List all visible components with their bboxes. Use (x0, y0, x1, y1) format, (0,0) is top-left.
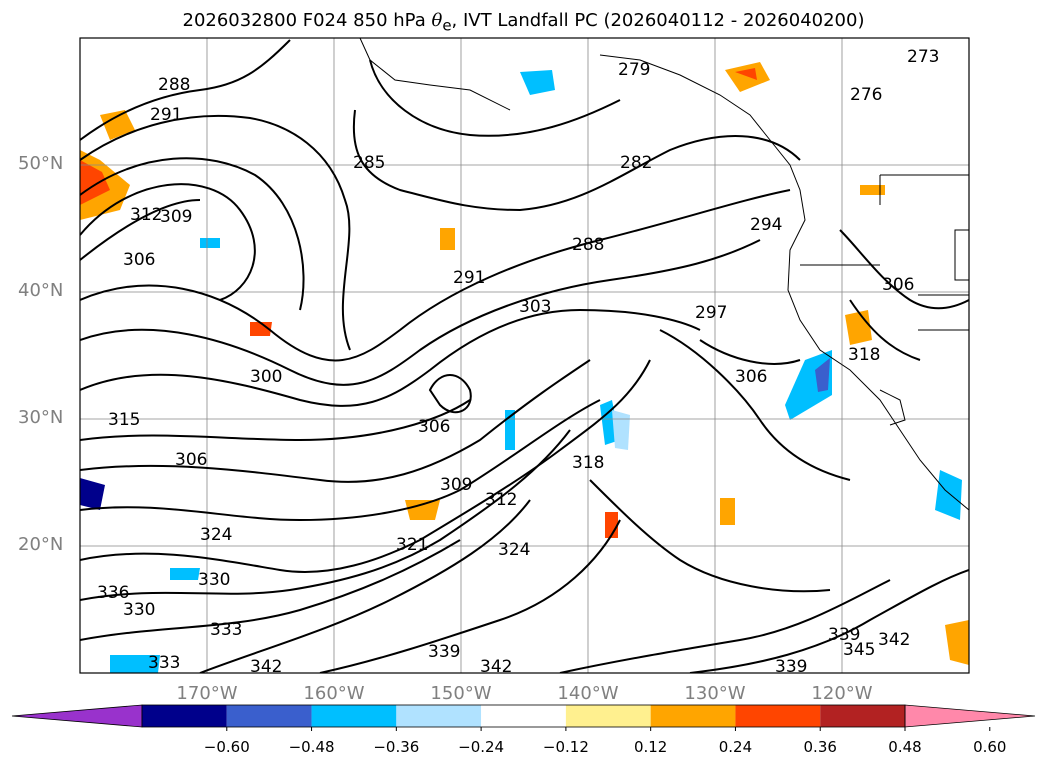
svg-text:339: 339 (828, 625, 860, 645)
theta-e-contours (80, 39, 969, 673)
colorbar (11, 704, 1036, 731)
svg-text:324: 324 (498, 540, 530, 560)
svg-text:312: 312 (130, 205, 162, 225)
svg-text:312: 312 (485, 490, 517, 510)
lon-label-160w: 160°W (303, 683, 365, 704)
colorbar-segment (565, 705, 651, 727)
lon-label-150w: 150°W (430, 683, 492, 704)
svg-text:330: 330 (198, 570, 230, 590)
svg-text:273: 273 (907, 47, 939, 67)
colorbar-outline (141, 704, 906, 728)
figure-title: 2026032800 F024 850 hPa θe, IVT Landfall… (182, 10, 865, 35)
svg-text:342: 342 (250, 657, 282, 677)
svg-text:291: 291 (150, 105, 182, 125)
svg-text:309: 309 (440, 475, 472, 495)
colorbar-tick-label: 0.12 (633, 738, 668, 756)
lat-label-40n: 40°N (18, 280, 64, 301)
contour-labels: 288 291 285 273 276 279 282 294 288 291 … (97, 47, 939, 677)
colorbar-tick-label: −0.36 (373, 738, 420, 756)
svg-text:282: 282 (620, 153, 652, 173)
lat-label-30n: 30°N (18, 407, 64, 428)
svg-text:333: 333 (210, 620, 242, 640)
colorbar-tick-label: −0.24 (458, 738, 505, 756)
graticule (80, 38, 969, 673)
colorbar-tick-label: −0.48 (288, 738, 335, 756)
colorbar-extend-high (904, 704, 1036, 728)
svg-text:306: 306 (175, 450, 207, 470)
colorbar-segment (650, 705, 736, 727)
colorbar-extend-low (11, 704, 143, 728)
svg-text:306: 306 (882, 275, 914, 295)
colorbar-segment (396, 705, 482, 727)
lon-label-130w: 130°W (684, 683, 746, 704)
svg-text:309: 309 (160, 207, 192, 227)
svg-text:288: 288 (572, 235, 604, 255)
colorbar-tick-label: 0.60 (973, 738, 1007, 756)
svg-text:318: 318 (572, 453, 604, 473)
colorbar-segment (820, 705, 905, 727)
colorbar-segment (735, 705, 821, 727)
svg-text:318: 318 (848, 345, 880, 365)
svg-text:306: 306 (418, 417, 450, 437)
colorbar-tick-label: 0.48 (888, 738, 922, 756)
svg-text:297: 297 (695, 303, 727, 323)
colorbar-segment (142, 705, 227, 727)
svg-text:291: 291 (453, 268, 485, 288)
map-frame (79, 37, 970, 674)
svg-text:300: 300 (250, 367, 282, 387)
lat-label-50n: 50°N (18, 153, 64, 174)
svg-text:315: 315 (108, 410, 140, 430)
lon-label-140w: 140°W (557, 683, 619, 704)
lat-label-20n: 20°N (18, 534, 64, 555)
svg-text:279: 279 (618, 60, 650, 80)
colorbar-tick-label: 0.36 (803, 738, 837, 756)
coastlines (359, 38, 969, 511)
svg-text:342: 342 (480, 657, 512, 677)
svg-text:276: 276 (850, 85, 882, 105)
svg-text:345: 345 (843, 640, 875, 660)
svg-text:303: 303 (519, 297, 551, 317)
svg-text:336: 336 (97, 583, 129, 603)
svg-text:306: 306 (123, 250, 155, 270)
svg-text:342: 342 (878, 630, 910, 650)
svg-text:330: 330 (123, 600, 155, 620)
svg-text:321: 321 (396, 535, 428, 555)
lon-label-170w: 170°W (176, 683, 238, 704)
svg-text:294: 294 (750, 215, 782, 235)
lon-label-120w: 120°W (811, 683, 873, 704)
svg-text:333: 333 (148, 653, 180, 673)
svg-text:306: 306 (735, 367, 767, 387)
colorbar-segment (226, 705, 312, 727)
svg-text:339: 339 (428, 642, 460, 662)
colorbar-segment (481, 705, 566, 727)
svg-text:288: 288 (158, 75, 190, 95)
colorbar-tick-label: −0.12 (542, 738, 589, 756)
colorbar-segment (311, 705, 397, 727)
colorbar-tick-label: 0.24 (718, 738, 753, 756)
colorbar-tick-label: −0.60 (203, 738, 250, 756)
svg-text:285: 285 (353, 153, 385, 173)
svg-text:339: 339 (775, 657, 807, 677)
svg-text:324: 324 (200, 525, 232, 545)
